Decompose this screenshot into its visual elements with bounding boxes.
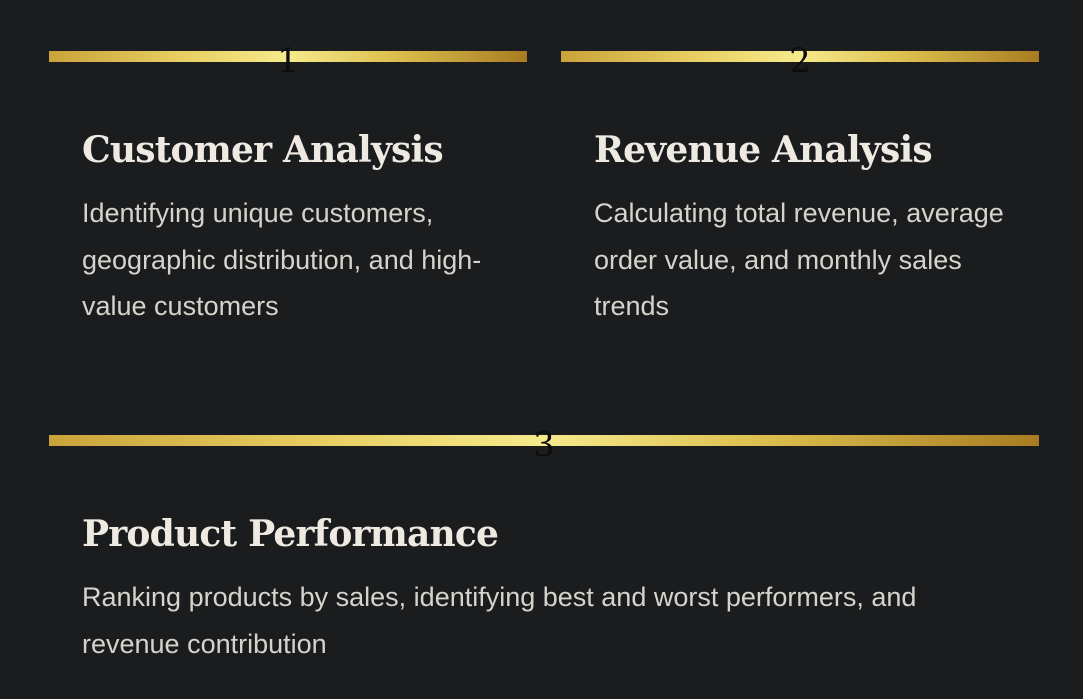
card-title: Revenue Analysis (594, 129, 933, 171)
card-customer-analysis: 1 Customer Analysis Identifying unique c… (49, 44, 527, 330)
gold-divider: 2 (561, 44, 1039, 78)
card-description: Ranking products by sales, identifying b… (82, 582, 917, 659)
step-number: 2 (789, 41, 811, 81)
gold-divider: 1 (49, 44, 527, 78)
gold-divider: 3 (49, 428, 1039, 462)
card-product-performance: 3 Product Performance Ranking products b… (49, 428, 1039, 667)
card-description: Calculating total revenue, average order… (594, 198, 1004, 321)
card-title: Product Performance (82, 513, 499, 555)
step-number: 3 (533, 425, 555, 465)
step-number: 1 (277, 41, 299, 81)
card-revenue-analysis: 2 Revenue Analysis Calculating total rev… (561, 44, 1039, 330)
card-title: Customer Analysis (82, 129, 444, 171)
card-description: Identifying unique customers, geographic… (82, 198, 482, 321)
